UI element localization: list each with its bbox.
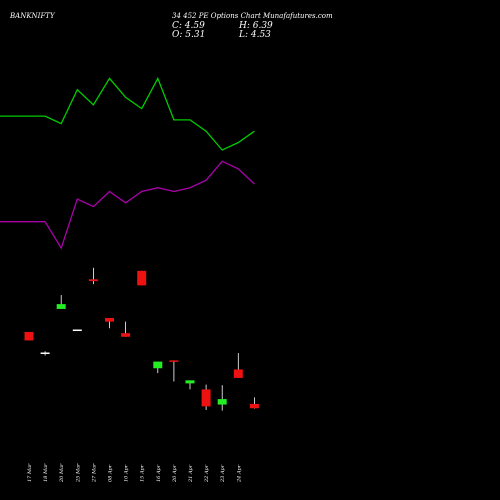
indicator-line-1 [0, 76, 255, 151]
candle [40, 351, 50, 356]
chart-title-suffix: futures.com [290, 12, 333, 20]
candle-body [217, 399, 227, 405]
candles [24, 267, 259, 411]
candle [153, 361, 163, 374]
candle [24, 331, 34, 341]
candle-body [201, 389, 211, 407]
candle [249, 397, 259, 409]
candle [56, 295, 66, 309]
x-tick-label: 22 Apr [204, 464, 210, 483]
candle-body [137, 270, 147, 286]
x-tick-label: 21 Apr [188, 464, 194, 483]
x-tick-label: 17 Mar [27, 463, 33, 482]
x-tick-label: 15 Apr [140, 464, 146, 482]
candle-body [169, 360, 179, 362]
indicator-line-2 [0, 160, 255, 250]
candle [88, 267, 98, 285]
low-value: L: 4.53 [239, 30, 271, 40]
candle-body [185, 380, 195, 384]
x-tick-label: 23 Apr [220, 464, 226, 483]
open-value: O: 5.31 [172, 30, 206, 40]
chart-title: 34 452 PE Options Chart Munafafutures.co… [172, 12, 333, 20]
x-tick-label: 20 Apr [172, 464, 178, 483]
candle [72, 329, 82, 332]
candle [169, 360, 179, 382]
x-axis-labels: 17 Mar 18 Mar 20 Mar 25 Mar 27 Mar 08 Apr 10 A… [27, 463, 242, 483]
candle [137, 270, 147, 286]
candle-body [153, 361, 163, 369]
candle [121, 321, 131, 337]
candle-body [40, 352, 50, 355]
candle-body [56, 304, 66, 309]
candle [105, 318, 114, 329]
x-tick-label: 27 Mar [91, 463, 97, 483]
x-tick-label: 20 Mar [59, 463, 65, 483]
x-tick-label: 16 Apr [156, 464, 162, 482]
high-value: H: 6.39 [239, 21, 273, 31]
indicator-lines [0, 76, 255, 250]
chart-title-main: 34 452 PE Options Chart Munafa [172, 12, 291, 20]
close-value: C: 4.59 [172, 21, 205, 31]
candle-body [249, 403, 259, 409]
candle [233, 353, 243, 378]
candle [217, 385, 227, 411]
candle [185, 380, 195, 390]
candle-body [121, 333, 131, 337]
x-tick-label: 24 Apr [236, 464, 242, 483]
candle [201, 384, 211, 410]
candle-body [88, 279, 98, 282]
symbol-label: BANKNIFTY [10, 12, 55, 20]
candle-body [233, 369, 243, 378]
x-tick-label: 08 Apr [108, 464, 114, 482]
candle-body [24, 331, 34, 341]
candle-body [105, 318, 114, 322]
x-tick-label: 10 Apr [124, 464, 130, 482]
candle-body [72, 329, 82, 332]
x-tick-label: 18 Mar [43, 463, 49, 482]
x-tick-label: 25 Mar [75, 463, 81, 483]
